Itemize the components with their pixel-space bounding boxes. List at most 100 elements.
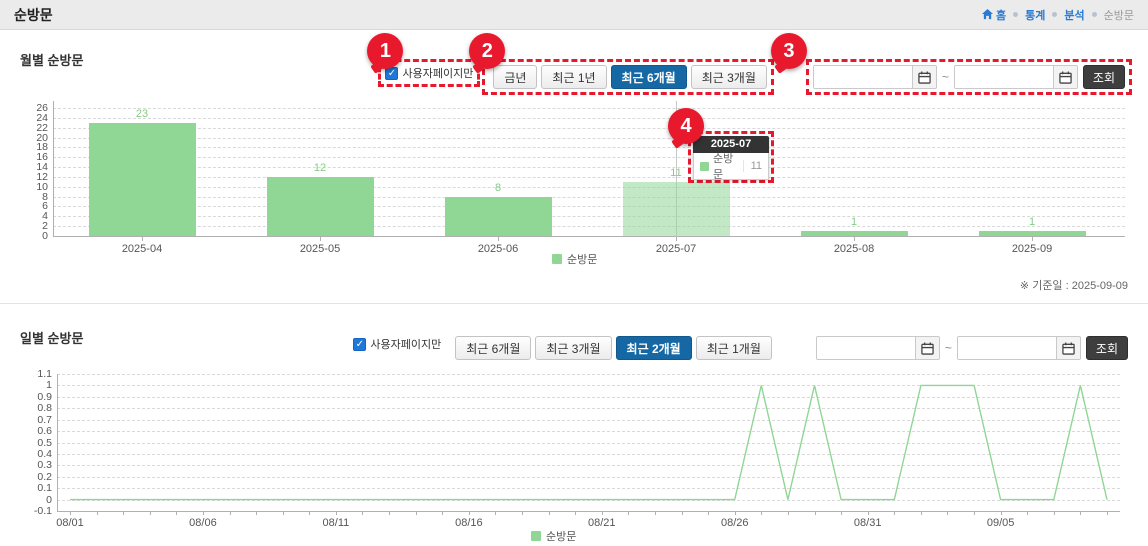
- breadcrumb-item-1[interactable]: 통계: [1025, 9, 1046, 22]
- monthly-range-button-4[interactable]: 최근 3개월: [690, 65, 767, 89]
- line-x-axis: [57, 511, 1120, 512]
- line-xtick: [96, 512, 98, 515]
- line-xtick: [814, 512, 816, 515]
- monthly-date-to-calendar-button[interactable]: [1052, 66, 1077, 88]
- line-ytick-label: 0.9: [37, 390, 52, 403]
- daily-userpage-checkbox[interactable]: ✓: [353, 337, 367, 351]
- bar-gridline: [53, 226, 1125, 228]
- daily-controls: ✓ 사용자페이지만 최근 6개월 최근 3개월 최근 2개월 최근 1개월 ~: [349, 333, 1132, 363]
- monthly-range-button-3[interactable]: 최근 6개월: [610, 65, 687, 89]
- line-xtick: [575, 512, 577, 515]
- page-title: 순방문: [14, 6, 53, 23]
- bar-2025-04[interactable]: [88, 122, 196, 236]
- line-ytick-label: 0.1: [37, 482, 52, 495]
- bar-xtick-label: 2025-07: [655, 243, 697, 255]
- bar-ytick-label: 18: [36, 141, 48, 154]
- daily-date-from-calendar-button[interactable]: [914, 337, 939, 359]
- bar-2025-09[interactable]: [978, 231, 1086, 236]
- line-xtick: [335, 512, 337, 515]
- bar-gridline: [53, 147, 1125, 149]
- bar-gridline: [53, 127, 1125, 129]
- bar-2025-06[interactable]: [444, 196, 552, 236]
- monthly-controls: 1 ✓ 사용자페이지만 2 금년 최근 1년 최근 6개월 최근 3개월 3 ~: [367, 33, 1132, 95]
- calendar-icon: [1059, 70, 1072, 84]
- daily-checkbox-group: ✓ 사용자페이지만: [349, 333, 445, 355]
- daily-date-from-input[interactable]: [816, 337, 915, 359]
- breadcrumb-items: 통계 분석 순방문: [1013, 7, 1134, 23]
- line-xtick: [1107, 512, 1108, 515]
- daily-date-to-calendar-button[interactable]: [1055, 337, 1080, 359]
- line-xtick: [734, 512, 736, 515]
- monthly-range-button-2[interactable]: 최근 1년: [541, 65, 607, 89]
- monthly-date-group: 3 ~ 조회: [770, 33, 1132, 95]
- daily-legend-swatch: [531, 531, 541, 541]
- daily-date-range: ~ 조회: [815, 336, 1128, 360]
- line-ytick-label: -0.1: [33, 505, 52, 517]
- bar-2025-08[interactable]: [800, 231, 908, 236]
- bar-gridline: [53, 186, 1125, 188]
- line-y-axis: [57, 374, 58, 511]
- bar-xtick: [320, 237, 321, 241]
- annotation-badge-1: 1: [367, 33, 404, 69]
- line-gridline: [57, 374, 1120, 375]
- line-xtick: [787, 512, 789, 515]
- line-xtick: [681, 512, 683, 515]
- bar-xtick-label: 2025-09: [1011, 243, 1053, 255]
- line-xtick: [70, 512, 71, 515]
- bar-ytick-label: 20: [36, 131, 48, 144]
- annotation-badge-4: 4: [668, 108, 704, 144]
- annotation-badge-3: 3: [770, 33, 807, 69]
- line-xtick: [362, 512, 364, 515]
- line-ytick-label: 1: [46, 379, 52, 392]
- line-xtick: [123, 512, 125, 515]
- monthly-checkbox-group: 1 ✓ 사용자페이지만: [367, 33, 481, 87]
- line-gridline: [57, 453, 1120, 455]
- line-ytick-label: 0.3: [37, 459, 52, 472]
- monthly-date-range: ~ 조회: [812, 65, 1125, 89]
- monthly-date-from-calendar-button[interactable]: [911, 66, 936, 88]
- line-ytick-label: 0: [46, 493, 52, 506]
- monthly-date-to-input[interactable]: [954, 66, 1053, 88]
- line-xtick: [309, 512, 311, 515]
- monthly-date-from-field: [812, 65, 937, 89]
- breadcrumb-home-label: 홈: [996, 9, 1007, 22]
- bar-ytick-label: 26: [36, 102, 48, 114]
- line-xtick: [282, 512, 284, 515]
- line-xtick: [415, 512, 417, 515]
- line-xtick-label: 08/21: [588, 517, 616, 529]
- home-icon: [982, 9, 993, 20]
- daily-search-button[interactable]: 조회: [1085, 336, 1128, 360]
- breadcrumb-home-link[interactable]: 홈: [982, 7, 1006, 23]
- daily-range-button-4[interactable]: 최근 1개월: [695, 336, 772, 360]
- date-range-tilde: ~: [944, 341, 952, 355]
- line-xtick: [229, 512, 231, 515]
- line-xtick-label: 08/01: [56, 517, 84, 529]
- calendar-icon: [918, 70, 931, 84]
- bar-gridline: [53, 167, 1125, 169]
- bar-2025-05[interactable]: [266, 176, 374, 236]
- daily-date-to-input[interactable]: [957, 337, 1056, 359]
- bar-ytick-label: 24: [36, 111, 48, 124]
- line-xtick: [256, 512, 258, 515]
- monthly-date-from-input[interactable]: [813, 66, 912, 88]
- breadcrumb-item-2[interactable]: 분석: [1064, 9, 1085, 22]
- bar-xtick: [854, 237, 855, 241]
- line-gridline: [57, 465, 1120, 467]
- daily-range-button-group: 최근 6개월 최근 3개월 최근 2개월 최근 1개월: [447, 333, 776, 363]
- line-xtick: [761, 512, 763, 515]
- bar-xtick: [676, 237, 677, 241]
- breadcrumb: 홈 통계 분석 순방문: [982, 7, 1134, 23]
- bar-2025-07[interactable]: [622, 181, 730, 236]
- line-gridline: [57, 499, 1120, 501]
- line-xtick: [894, 512, 896, 515]
- annotation-badge-2: 2: [469, 33, 506, 69]
- daily-range-button-2[interactable]: 최근 3개월: [535, 336, 612, 360]
- line-ytick-label: 0.2: [37, 470, 52, 483]
- monthly-search-button[interactable]: 조회: [1082, 65, 1125, 89]
- line-xtick: [1080, 512, 1082, 515]
- bar-ytick-label: 16: [36, 151, 48, 164]
- monthly-range-button-1[interactable]: 금년: [493, 65, 538, 89]
- daily-range-button-3[interactable]: 최근 2개월: [615, 336, 692, 360]
- daily-range-button-1[interactable]: 최근 6개월: [455, 336, 532, 360]
- bar-ytick-label: 8: [42, 190, 48, 203]
